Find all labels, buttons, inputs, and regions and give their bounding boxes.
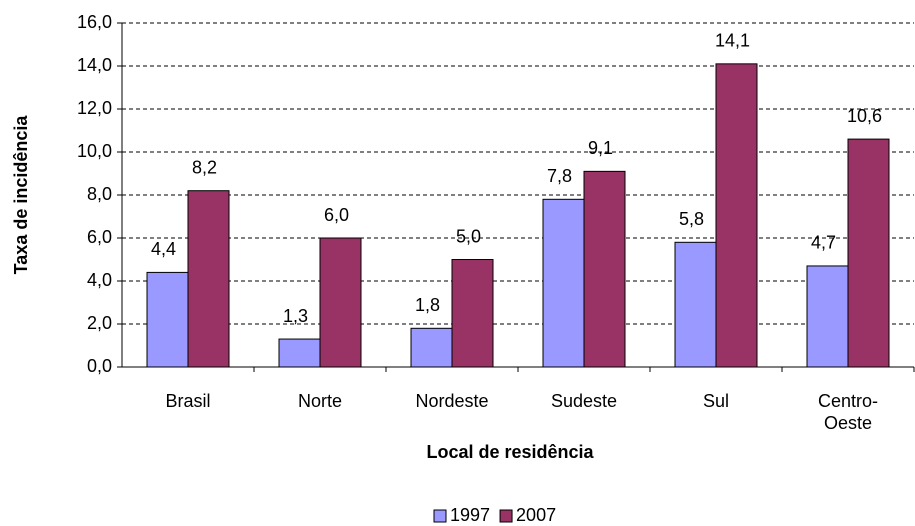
bar xyxy=(410,327,453,368)
bar xyxy=(674,241,717,368)
y-tick-label: 10,0 xyxy=(77,141,112,161)
x-tick-label: Sul xyxy=(702,391,729,411)
x-tick-label: Nordeste xyxy=(415,391,489,411)
value-label: 7,8 xyxy=(547,166,572,186)
bar xyxy=(278,338,321,368)
bar xyxy=(715,63,758,368)
bar xyxy=(146,271,189,368)
x-axis-title: Local de residência xyxy=(426,442,594,462)
legend-label: 1997 xyxy=(450,505,490,525)
value-label: 10,6 xyxy=(847,106,882,126)
bar xyxy=(583,170,626,368)
y-tick-label: 2,0 xyxy=(87,313,112,333)
value-label: 6,0 xyxy=(324,205,349,225)
y-tick-label: 6,0 xyxy=(87,227,112,247)
y-tick-label: 16,0 xyxy=(77,12,112,32)
value-label: 4,7 xyxy=(811,233,836,253)
bar xyxy=(806,265,849,368)
bar xyxy=(542,198,585,368)
legend-swatch xyxy=(499,509,513,523)
value-label: 14,1 xyxy=(715,31,750,51)
legend-label: 2007 xyxy=(516,505,556,525)
value-label: 8,2 xyxy=(192,157,217,177)
value-label: 5,8 xyxy=(679,209,704,229)
bar xyxy=(319,237,362,368)
legend-swatch xyxy=(433,509,447,523)
x-tick-label: Norte xyxy=(297,391,342,411)
y-tick-label: 12,0 xyxy=(77,98,112,118)
bar xyxy=(187,190,230,368)
value-label: 5,0 xyxy=(456,226,481,246)
value-label: 4,4 xyxy=(151,239,176,259)
value-label: 9,1 xyxy=(588,138,613,158)
x-tick-label: Centro-Oeste xyxy=(817,391,879,433)
y-tick-label: 8,0 xyxy=(87,184,112,204)
y-tick-label: 0,0 xyxy=(87,356,112,376)
bar xyxy=(451,259,494,368)
y-axis-title: Taxa de incidência xyxy=(11,115,31,275)
y-tick-label: 14,0 xyxy=(77,55,112,75)
x-tick-label: Brasil xyxy=(165,391,211,411)
bar xyxy=(847,138,890,368)
y-tick-label: 4,0 xyxy=(87,270,112,290)
x-tick-label: Sudeste xyxy=(550,391,618,411)
value-label: 1,3 xyxy=(283,306,308,326)
value-label: 1,8 xyxy=(415,295,440,315)
